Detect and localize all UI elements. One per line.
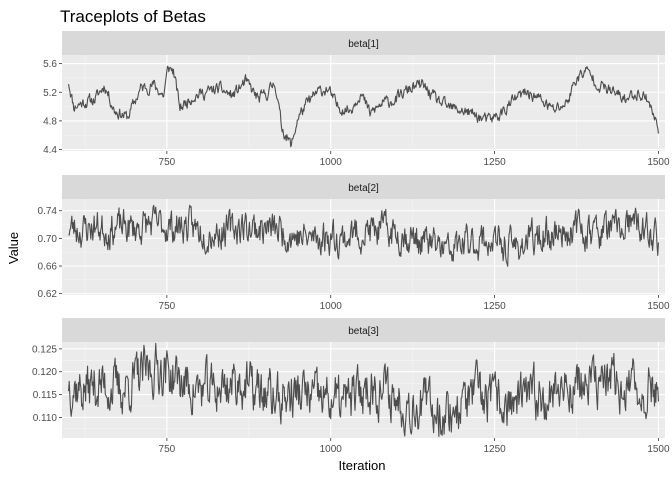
y-tick-label: 0.70: [38, 234, 58, 245]
y-axis-title: Value: [6, 232, 21, 264]
trace-line: [68, 65, 659, 148]
x-tick-label: 750: [159, 444, 176, 455]
panel-background: [62, 199, 665, 295]
x-tick-label: 1000: [320, 301, 343, 312]
x-tick-label: 1500: [647, 301, 670, 312]
y-tick-label: 0.66: [38, 261, 58, 272]
y-tick-label: 4.8: [43, 116, 57, 127]
trace-line: [68, 204, 659, 267]
y-tick-label: 0.74: [38, 206, 58, 217]
y-tick-label: 5.2: [43, 88, 57, 99]
facet-3: beta[3] 0.110 0.115 0.120 0.125 750 1000 1250 15…: [32, 318, 670, 455]
facet-strip-label: beta[1]: [348, 39, 379, 50]
facet-2: beta[2] 0.62 0.66 0.70 0.74 750 1000 1250 1500: [38, 175, 670, 312]
y-tick-label: 0.125: [32, 344, 57, 355]
trace-line: [68, 342, 659, 438]
chart-title: Traceplots of Betas: [60, 7, 206, 26]
facet-strip-label: beta[3]: [348, 326, 379, 337]
y-tick-label: 0.120: [32, 367, 57, 378]
x-tick-label: 1250: [483, 301, 506, 312]
x-tick-label: 1500: [647, 444, 670, 455]
facet-strip: [62, 318, 665, 342]
x-tick-label: 1250: [483, 157, 506, 168]
y-tick-label: 0.115: [33, 390, 58, 401]
x-tick-label: 750: [159, 301, 176, 312]
panel-background: [62, 55, 665, 151]
y-tick-label: 4.4: [43, 145, 57, 156]
facet-1: beta[1] 4.4 4.8 5.2 5.6 750 1000 1250 1500: [43, 31, 670, 168]
x-tick-label: 1000: [320, 444, 343, 455]
facet-strip-label: beta[2]: [348, 183, 379, 194]
y-tick-label: 5.6: [43, 59, 57, 70]
y-tick-label: 0.110: [33, 413, 58, 424]
x-tick-label: 1000: [320, 157, 343, 168]
x-tick-label: 750: [159, 157, 176, 168]
facet-strip: [62, 175, 665, 199]
x-axis-title: Iteration: [339, 458, 386, 473]
x-tick-label: 1500: [647, 157, 670, 168]
x-tick-label: 1250: [483, 444, 506, 455]
facet-strip: [62, 31, 665, 55]
y-tick-label: 0.62: [38, 289, 58, 300]
